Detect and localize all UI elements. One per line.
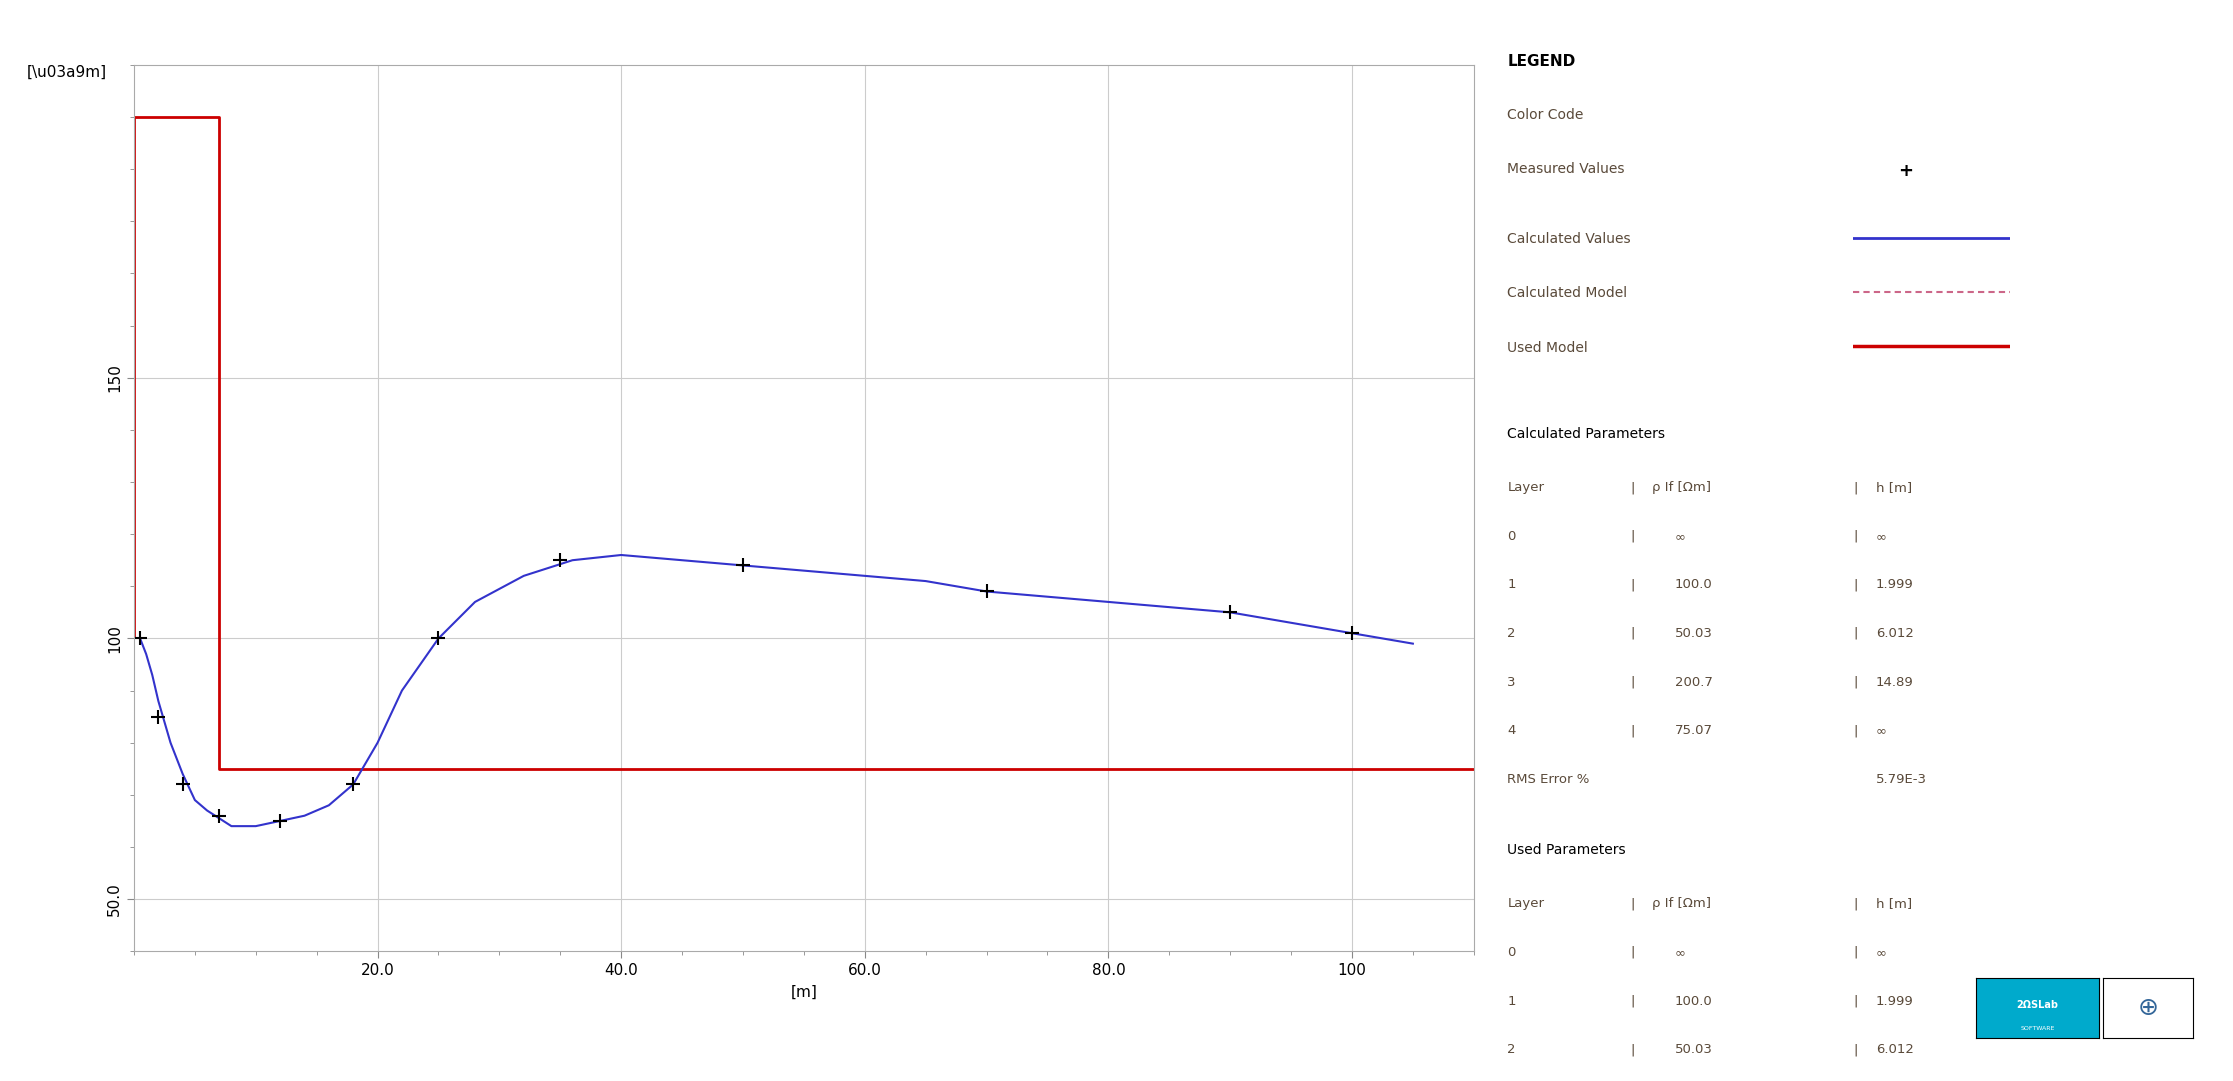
Text: RMS Error %: RMS Error % (1507, 773, 1590, 786)
Text: Used Model: Used Model (1507, 341, 1588, 355)
X-axis label: [m]: [m] (790, 985, 817, 1000)
Y-axis label: [\u03a9m]: [\u03a9m] (27, 65, 107, 80)
Text: 2: 2 (1507, 627, 1516, 640)
Text: 1: 1 (1507, 995, 1516, 1007)
Text: 100.0: 100.0 (1675, 578, 1713, 591)
Text: Calculated Parameters: Calculated Parameters (1507, 427, 1666, 441)
Text: +: + (1898, 162, 1914, 181)
Text: |: | (1853, 995, 1858, 1007)
Text: |: | (1853, 946, 1858, 959)
Text: Color Code: Color Code (1507, 108, 1583, 122)
Text: ∞: ∞ (1876, 530, 1887, 543)
Text: |: | (1853, 627, 1858, 640)
Text: Used Parameters: Used Parameters (1507, 843, 1626, 857)
Text: |: | (1853, 724, 1858, 737)
Text: h [m]: h [m] (1876, 481, 1911, 494)
Text: 6.012: 6.012 (1876, 627, 1914, 640)
Text: 4: 4 (1507, 724, 1516, 737)
Text: 200.7: 200.7 (1675, 676, 1713, 689)
Text: |: | (1630, 676, 1635, 689)
Text: 3: 3 (1507, 676, 1516, 689)
Text: LEGEND: LEGEND (1507, 54, 1576, 69)
Text: 100.0: 100.0 (1675, 995, 1713, 1007)
Text: 1: 1 (1507, 578, 1516, 591)
Text: 75.07: 75.07 (1675, 724, 1713, 737)
Text: 0: 0 (1507, 530, 1516, 543)
Text: 14.89: 14.89 (1876, 676, 1914, 689)
Text: Measured Values: Measured Values (1507, 162, 1626, 176)
Text: 5.79E-3: 5.79E-3 (1876, 773, 1927, 786)
Text: 50.03: 50.03 (1675, 627, 1713, 640)
Text: ρ If [Ωm]: ρ If [Ωm] (1652, 897, 1710, 910)
Text: 50.03: 50.03 (1675, 1043, 1713, 1056)
Text: ⊕: ⊕ (2137, 996, 2159, 1020)
Text: ∞: ∞ (1675, 530, 1686, 543)
Text: |: | (1630, 897, 1635, 910)
Text: 2: 2 (1507, 1043, 1516, 1056)
Text: 2ΩSLab: 2ΩSLab (2016, 1000, 2059, 1010)
Text: |: | (1853, 530, 1858, 543)
Text: ρ If [Ωm]: ρ If [Ωm] (1652, 481, 1710, 494)
Text: |: | (1630, 946, 1635, 959)
Text: SOFTWARE: SOFTWARE (2021, 1026, 2054, 1031)
Text: |: | (1853, 1043, 1858, 1056)
Text: |: | (1630, 1043, 1635, 1056)
Text: |: | (1853, 578, 1858, 591)
Text: |: | (1630, 995, 1635, 1007)
Text: 6.012: 6.012 (1876, 1043, 1914, 1056)
Text: |: | (1630, 578, 1635, 591)
Text: Layer: Layer (1507, 897, 1545, 910)
Text: |: | (1630, 627, 1635, 640)
Text: |: | (1853, 481, 1858, 494)
Text: |: | (1630, 481, 1635, 494)
Text: Calculated Values: Calculated Values (1507, 232, 1630, 246)
Text: 1.999: 1.999 (1876, 578, 1914, 591)
Text: |: | (1630, 724, 1635, 737)
Text: ∞: ∞ (1876, 946, 1887, 959)
Text: 0: 0 (1507, 946, 1516, 959)
Text: ∞: ∞ (1876, 724, 1887, 737)
Text: |: | (1853, 676, 1858, 689)
Text: |: | (1853, 897, 1858, 910)
Text: 1.999: 1.999 (1876, 995, 1914, 1007)
Text: |: | (1630, 530, 1635, 543)
Text: ∞: ∞ (1675, 946, 1686, 959)
Text: Layer: Layer (1507, 481, 1545, 494)
Text: Calculated Model: Calculated Model (1507, 286, 1628, 301)
Text: h [m]: h [m] (1876, 897, 1911, 910)
